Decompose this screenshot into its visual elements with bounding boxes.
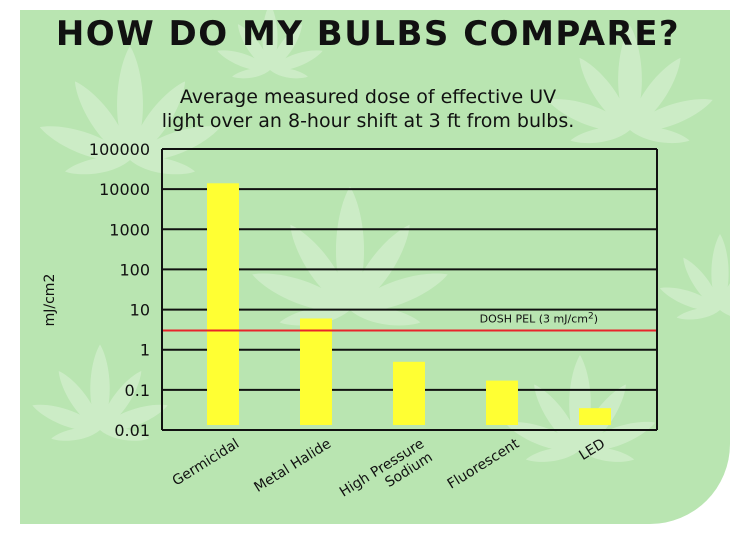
bar	[579, 408, 611, 425]
y-tick-label: 1000	[109, 220, 150, 239]
chart-subtitle-line-1: Average measured dose of effective UV	[179, 86, 557, 108]
bars	[207, 183, 611, 425]
reference-line-label: DOSH PEL (3 mJ/cm2)	[480, 312, 598, 326]
leaf-shape	[217, 10, 323, 79]
grid-lines	[162, 148, 657, 431]
y-tick-label: 0.01	[114, 421, 150, 440]
x-category-label: LED	[576, 436, 608, 464]
y-tick-label: 0.1	[125, 381, 150, 400]
chart-card	[20, 10, 730, 524]
bar	[207, 183, 239, 425]
reference-line-group: DOSH PEL (3 mJ/cm2)	[162, 312, 657, 332]
bar	[393, 361, 425, 425]
y-tick-label: 1	[140, 341, 150, 360]
x-category-label: Germicidal	[170, 436, 242, 490]
y-tick-label: 10000	[99, 180, 150, 199]
bar	[486, 380, 518, 425]
leaf-shape	[659, 234, 730, 320]
page-title: HOW DO MY BULBS COMPARE?	[55, 14, 681, 54]
x-category-label: High PressureSodium	[337, 436, 436, 514]
bar	[300, 318, 332, 425]
x-category-label: Fluorescent	[445, 436, 523, 493]
y-axis-label: mJ/cm2	[42, 274, 58, 327]
y-tick-label: 100	[119, 260, 150, 279]
leaf-shape	[547, 25, 713, 144]
axes	[161, 149, 658, 430]
leaf-shape	[32, 344, 168, 441]
y-tick-label: 100000	[89, 140, 150, 159]
x-category-label: Metal Halide	[251, 436, 334, 496]
leaf-shape	[39, 45, 221, 175]
y-tick-label: 10	[130, 301, 150, 320]
chart-subtitle-line-2: light over an 8-hour shift at 3 ft from …	[161, 110, 575, 132]
leaf-shape	[252, 186, 448, 326]
